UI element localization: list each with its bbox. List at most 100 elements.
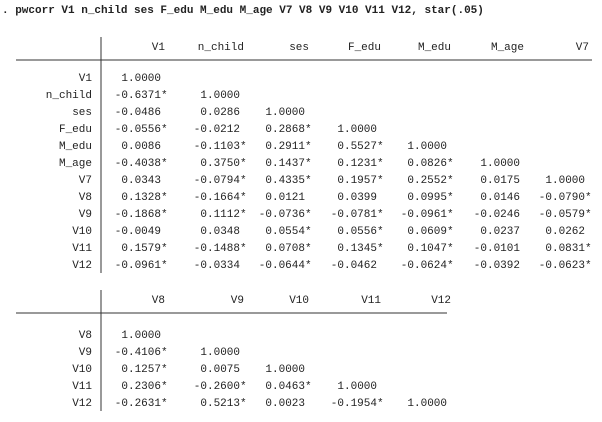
- correlation-cell: 0.2868*: [265, 124, 311, 136]
- correlation-cell: 0.0023: [265, 398, 305, 410]
- correlation-cell: 0.0826*: [407, 158, 453, 170]
- correlation-cell: 1.0000: [480, 158, 520, 170]
- row-label: V9: [79, 347, 92, 359]
- correlation-cell: -0.0961*: [115, 260, 168, 272]
- row-label: V8: [79, 330, 92, 342]
- correlation-cell: 0.4335*: [265, 175, 311, 187]
- row-label: V12: [72, 398, 92, 410]
- correlation-cell: 0.5527*: [337, 141, 383, 153]
- column-header: V10: [289, 295, 309, 307]
- command-line: . pwcorr V1 n_child ses F_edu M_edu M_ag…: [2, 5, 484, 17]
- correlation-cell: 1.0000: [121, 330, 161, 342]
- row-label: V11: [72, 381, 92, 393]
- correlation-cell: -0.2600*: [194, 381, 247, 393]
- correlation-cell: 0.3750*: [200, 158, 246, 170]
- column-header: V1: [152, 42, 166, 54]
- correlation-cell: -0.0486: [115, 107, 161, 119]
- correlation-cell: 0.1112*: [200, 209, 246, 221]
- correlation-cell: 0.1047*: [407, 243, 453, 255]
- correlation-cell: 0.0075: [200, 364, 240, 376]
- correlation-cell: 0.0348: [200, 226, 240, 238]
- correlation-cell: 0.0262: [545, 226, 585, 238]
- row-label: V10: [72, 226, 92, 238]
- correlation-cell: -0.0794*: [194, 175, 247, 187]
- column-header: n_child: [198, 42, 244, 54]
- correlation-cell: 1.0000: [407, 141, 447, 153]
- row-label: ses: [72, 107, 92, 119]
- correlation-cell: -0.0736*: [259, 209, 312, 221]
- correlation-cell: -0.6371*: [115, 90, 168, 102]
- correlation-cell: 0.0146: [480, 192, 520, 204]
- correlation-cell: 0.1345*: [337, 243, 383, 255]
- column-header: M_edu: [418, 42, 451, 54]
- correlation-cell: -0.0644*: [259, 260, 312, 272]
- correlation-cell: 0.0175: [480, 175, 520, 187]
- correlation-cell: 0.1579*: [121, 243, 167, 255]
- correlation-cell: -0.0334: [194, 260, 241, 272]
- correlation-cell: 1.0000: [337, 381, 377, 393]
- correlation-cell: 0.0086: [121, 141, 161, 153]
- correlation-cell: 0.0995*: [407, 192, 453, 204]
- row-label: V8: [79, 192, 92, 204]
- correlation-cell: 0.0463*: [265, 381, 311, 393]
- row-label: F_edu: [59, 124, 92, 136]
- correlation-cell: 1.0000: [200, 347, 240, 359]
- column-header: V7: [576, 42, 589, 54]
- row-label: V7: [79, 175, 92, 187]
- column-header: V9: [231, 295, 244, 307]
- correlation-cell: 0.2552*: [407, 175, 453, 187]
- row-label: M_age: [59, 158, 92, 170]
- correlation-cell: 0.1257*: [121, 364, 167, 376]
- correlation-cell: 0.1957*: [337, 175, 383, 187]
- column-header: M_age: [491, 42, 524, 54]
- row-label: V1: [79, 73, 93, 85]
- correlation-cell: 1.0000: [407, 398, 447, 410]
- column-header: ses: [289, 42, 309, 54]
- correlation-cell: -0.1664*: [194, 192, 247, 204]
- correlation-cell: 1.0000: [121, 73, 161, 85]
- correlation-cell: -0.0246: [474, 209, 520, 221]
- correlation-cell: 0.0237: [480, 226, 520, 238]
- correlation-cell: 0.0286: [200, 107, 240, 119]
- correlation-cell: 0.0343: [121, 175, 161, 187]
- correlation-cell: 0.0399: [337, 192, 377, 204]
- correlation-cell: 0.0609*: [407, 226, 453, 238]
- row-label: M_edu: [59, 141, 92, 153]
- correlation-cell: 0.0554*: [265, 226, 311, 238]
- correlation-cell: -0.0579*: [539, 209, 592, 221]
- column-header: V12: [431, 295, 451, 307]
- correlation-cell: 0.1328*: [121, 192, 167, 204]
- row-label: V9: [79, 209, 92, 221]
- correlation-cell: -0.4038*: [115, 158, 168, 170]
- correlation-cell: -0.0462: [331, 260, 377, 272]
- correlation-cell: -0.0623*: [539, 260, 592, 272]
- correlation-cell: 0.0708*: [265, 243, 311, 255]
- correlation-cell: 0.0556*: [337, 226, 383, 238]
- correlation-cell: -0.0624*: [401, 260, 454, 272]
- row-label: V10: [72, 364, 92, 376]
- correlation-cell: 0.2911*: [265, 141, 311, 153]
- correlation-cell: -0.0556*: [115, 124, 168, 136]
- correlation-cell: -0.0781*: [331, 209, 384, 221]
- correlation-cell: 0.0831*: [545, 243, 591, 255]
- correlation-cell: 1.0000: [200, 90, 240, 102]
- correlation-cell: -0.1868*: [115, 209, 168, 221]
- column-header: V8: [152, 295, 165, 307]
- correlation-cell: -0.1103*: [194, 141, 247, 153]
- correlation-cell: -0.0101: [474, 243, 521, 255]
- correlation-cell: 0.1437*: [265, 158, 311, 170]
- correlation-cell: 1.0000: [265, 107, 305, 119]
- correlation-cell: -0.1488*: [194, 243, 247, 255]
- correlation-cell: -0.0049: [115, 226, 161, 238]
- correlation-cell: 0.0121: [265, 192, 305, 204]
- correlation-cell: -0.1954*: [331, 398, 384, 410]
- correlation-cell: -0.0212: [194, 124, 240, 136]
- correlation-cell: 0.5213*: [200, 398, 246, 410]
- correlation-cell: -0.2631*: [115, 398, 168, 410]
- column-header: V11: [361, 295, 381, 307]
- correlation-cell: 0.2306*: [121, 381, 167, 393]
- correlation-cell: 1.0000: [337, 124, 377, 136]
- correlation-cell: -0.0961*: [401, 209, 454, 221]
